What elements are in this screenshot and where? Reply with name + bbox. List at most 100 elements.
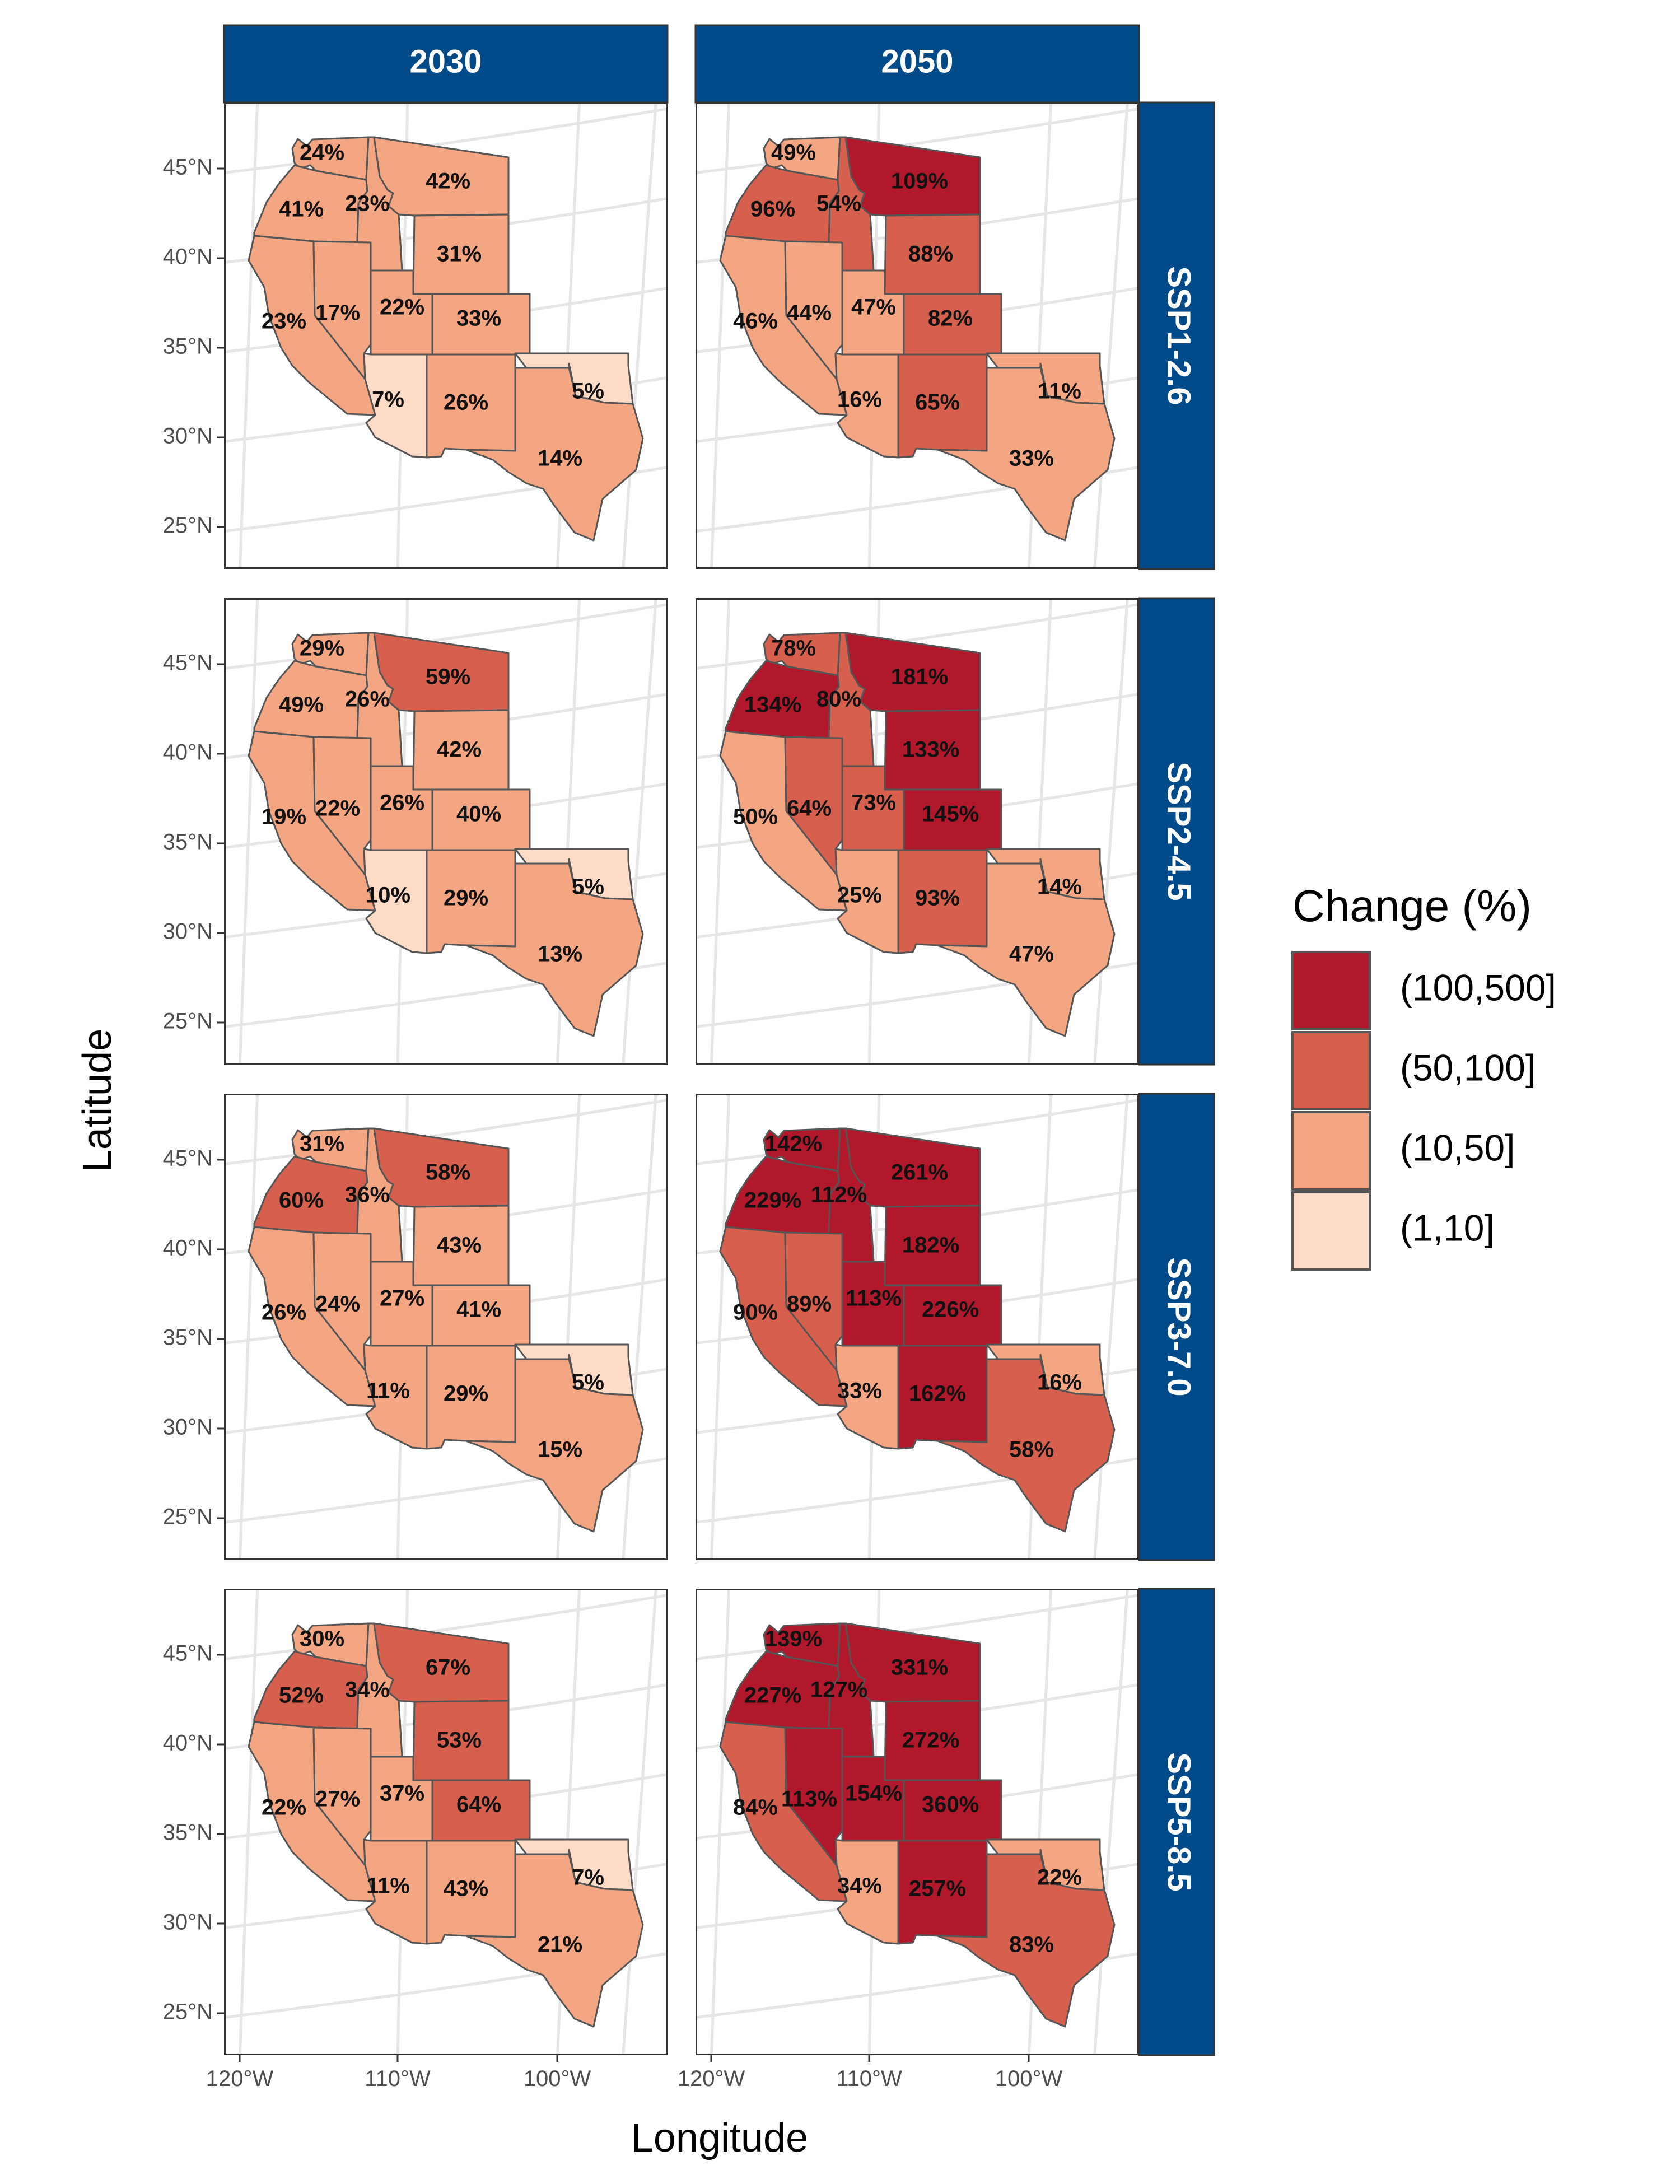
legend-title: Change (%) (1292, 881, 1532, 931)
graticule-line (224, 1098, 668, 1166)
state-label-AZ: 11% (366, 1874, 410, 1898)
state-label-MT: 42% (426, 169, 470, 194)
graticule-line (1093, 1589, 1129, 2055)
state-label-UT: 47% (851, 295, 896, 320)
state-TX (465, 1853, 644, 2028)
state-label-NM: 93% (915, 886, 960, 911)
state-label-NM: 29% (444, 1382, 488, 1406)
state-label-NV: 24% (315, 1292, 360, 1317)
state-label-CA: 23% (262, 309, 306, 334)
graticule-line (1093, 1094, 1129, 1560)
y-tick-label: 45°N (163, 155, 213, 180)
state-label-ID: 80% (816, 687, 861, 712)
x-tick-label: 110°W (365, 2066, 431, 2091)
state-label-AZ: 25% (837, 883, 882, 908)
x-tick-label: 100°W (995, 2066, 1063, 2091)
strip-label: SSP3-7.0 (1161, 1257, 1197, 1396)
state-MT (844, 1622, 981, 1703)
y-axis-row-4: 45°N 40°N 35°N 30°N 25°N (163, 1641, 224, 2024)
state-label-CO: 41% (456, 1298, 501, 1322)
state-label-ID: 54% (816, 192, 861, 216)
strip-label: 2050 (881, 43, 953, 80)
panel-SSP3-7.0-2030: 31% 60% 36% 58% 43% 26% 24% 27% 41% 11% 29% 5% 15% (224, 1094, 668, 1560)
state-MT (373, 1622, 510, 1703)
state-label-OK: 5% (572, 379, 604, 404)
state-label-MT: 109% (891, 169, 948, 194)
graticule-line (710, 598, 731, 1065)
state-label-WA: 31% (300, 1132, 344, 1156)
state-label-TX: 47% (1009, 942, 1054, 967)
y-tick-label: 40°N (163, 740, 213, 765)
map-panels: 24% 41% 23% 42% 31% 23% 17% 22% 33% 7% 26% 5% 14% 49%… (224, 102, 1139, 2055)
state-TX (465, 862, 644, 1037)
state-label-ID: 26% (345, 687, 390, 712)
state-label-WY: 53% (437, 1728, 482, 1753)
state-TX (465, 1358, 644, 1533)
latitude-axes: 45°N 40°N 35°N 30°N 25°N 45°N 40°N 35°N 30°N 25°N… (163, 155, 224, 2024)
state-label-NM: 43% (444, 1877, 488, 1901)
state-label-TX: 83% (1009, 1933, 1054, 1957)
x-tick-label: 120°W (206, 2066, 274, 2091)
state-label-NV: 113% (781, 1787, 837, 1812)
column-strip-2050: 2050 (694, 24, 1140, 104)
y-tick-label: 35°N (163, 830, 213, 855)
states (248, 1622, 644, 2028)
legend-key (1291, 1191, 1371, 1271)
x-tick-label: 110°W (836, 2066, 902, 2091)
state-label-NV: 17% (315, 301, 360, 325)
legend-label: (100,500] (1400, 967, 1556, 1008)
graticule-line (696, 107, 1139, 175)
state-label-NM: 26% (444, 390, 488, 415)
panel-SSP5-8.5-2030: 30% 52% 34% 67% 53% 22% 27% 37% 64% 11% 43% 7% 21% (224, 1589, 668, 2055)
strip-label: 2030 (409, 43, 482, 80)
strip-label: SSP5-8.5 (1161, 1752, 1197, 1891)
graticule-line (224, 107, 668, 175)
state-TX (936, 862, 1116, 1037)
state-label-UT: 26% (380, 791, 424, 815)
state-label-OK: 7% (572, 1865, 604, 1890)
state-label-NV: 89% (787, 1292, 832, 1317)
legend-key (1291, 1031, 1371, 1110)
state-label-WA: 139% (765, 1627, 822, 1651)
state-label-OR: 52% (279, 1683, 324, 1708)
graticule-line (710, 102, 731, 569)
strip-label: SSP2-4.5 (1161, 762, 1197, 900)
x-axis-2030: 120°W 110°W 100°W (206, 2055, 591, 2091)
states (248, 632, 644, 1037)
state-label-OK: 14% (1037, 875, 1082, 899)
state-label-AZ: 16% (837, 388, 882, 412)
graticule-line (696, 1593, 1139, 1661)
graticule-line (622, 1589, 657, 2055)
state-MT (373, 136, 510, 217)
y-tick-label: 30°N (163, 1415, 213, 1440)
states (719, 1127, 1116, 1533)
state-label-OR: 96% (750, 197, 795, 222)
strip-background (1138, 597, 1215, 1066)
panel-border (224, 1094, 668, 1560)
panel-SSP2-4.5-2030: 29% 49% 26% 59% 42% 19% 22% 26% 40% 10% 29% 5% 13% (224, 598, 668, 1065)
state-label-WY: 43% (437, 1233, 482, 1258)
state-label-TX: 15% (538, 1438, 582, 1462)
state-label-CO: 82% (928, 306, 973, 331)
state-label-NM: 29% (444, 886, 488, 911)
state-label-CO: 40% (456, 802, 501, 827)
y-tick-label: 25°N (163, 514, 213, 538)
state-label-WA: 30% (300, 1627, 344, 1651)
state-label-WY: 42% (437, 738, 482, 762)
state-MT (844, 1127, 981, 1208)
state-label-NV: 44% (787, 301, 832, 325)
strip-label: SSP1-2.6 (1161, 266, 1197, 405)
strip-background (1138, 101, 1215, 570)
y-axis-row-2: 45°N 40°N 35°N 30°N 25°N (163, 651, 224, 1034)
state-label-OR: 134% (744, 693, 801, 717)
state-label-WA: 29% (300, 636, 344, 661)
y-tick-label: 25°N (163, 2000, 213, 2024)
state-label-MT: 58% (426, 1160, 470, 1185)
x-tick-label: 100°W (524, 2066, 591, 2091)
y-axis-title: Latitude (75, 1029, 120, 1172)
state-label-NV: 64% (787, 796, 832, 821)
state-label-ID: 23% (345, 192, 390, 216)
panel-border (224, 1589, 668, 2055)
state-label-ID: 112% (811, 1183, 867, 1207)
legend-label: (50,100] (1400, 1047, 1536, 1088)
